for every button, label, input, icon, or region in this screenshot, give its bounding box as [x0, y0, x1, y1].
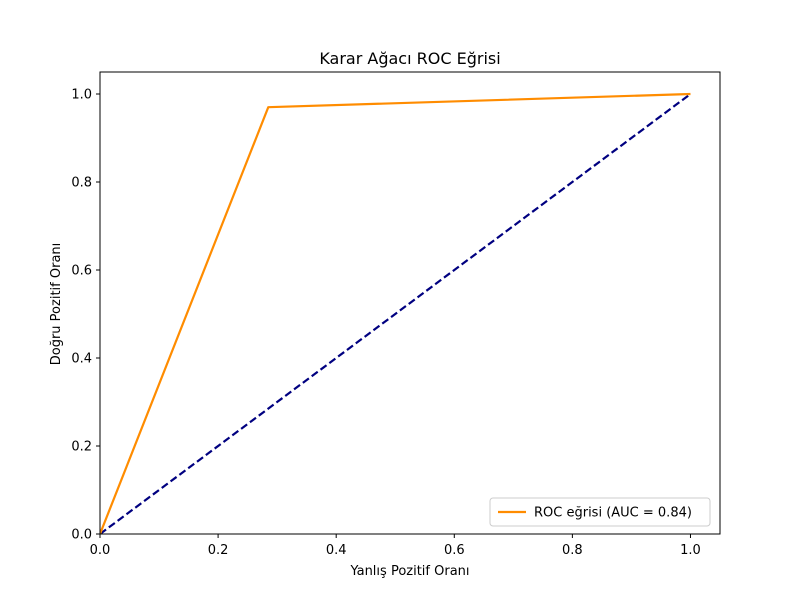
x-tick-label: 0.6: [444, 543, 465, 558]
x-tick-label: 0.8: [562, 543, 583, 558]
x-tick-label: 1.0: [680, 543, 701, 558]
y-tick-label: 0.8: [71, 176, 92, 191]
x-tick-label: 0.0: [90, 543, 111, 558]
legend: ROC eğrisi (AUC = 0.84): [489, 497, 711, 527]
chance-reference-line: [100, 93, 692, 534]
y-axis-label: Doğru Pozitif Oranı: [49, 243, 64, 366]
plot-area: 0.0 0.2 0.4 0.6 0.8 1.0 0.0 0.2 0.4 0.6 0.8 1.0: [71, 71, 721, 558]
chart-title: Karar Ağacı ROC Eğrisi: [319, 49, 500, 68]
x-axis-label: Yanlış Pozitif Oranı: [349, 564, 469, 579]
y-tick-label: 0.2: [71, 440, 92, 455]
legend-box: [489, 497, 711, 527]
y-tick-label: 0.6: [71, 264, 92, 279]
roc-curve-line: [100, 92, 691, 534]
y-tick-label: 0.4: [71, 352, 92, 367]
x-tick-label: 0.4: [326, 543, 347, 558]
plot-frame: [99, 71, 721, 535]
legend-label-roc: ROC eğrisi (AUC = 0.84): [534, 506, 692, 521]
y-tick-label: 0.0: [71, 528, 92, 543]
x-tick-label: 0.2: [208, 543, 229, 558]
y-tick-label: 1.0: [71, 88, 92, 103]
